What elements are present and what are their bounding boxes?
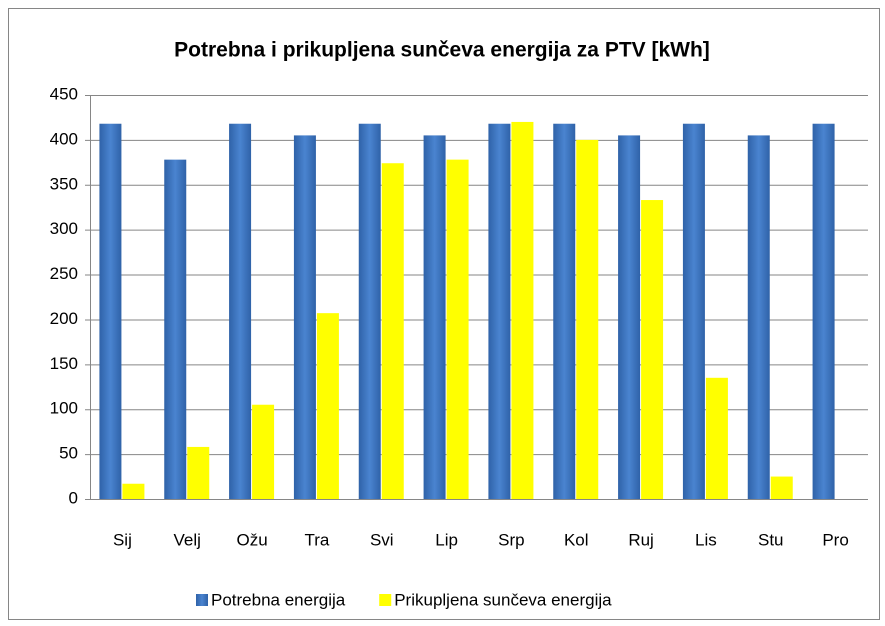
bar bbox=[770, 476, 793, 499]
bar bbox=[381, 163, 404, 499]
bar bbox=[682, 123, 705, 500]
bar bbox=[747, 135, 770, 499]
y-tick-label: 450 bbox=[50, 84, 78, 103]
x-tick-label: Velj bbox=[174, 530, 201, 549]
bar bbox=[576, 139, 599, 499]
y-tick-label: 250 bbox=[50, 264, 78, 283]
y-tick-label: 50 bbox=[59, 444, 78, 463]
bar bbox=[812, 123, 835, 500]
y-tick-label: 300 bbox=[50, 219, 78, 238]
x-tick-label: Srp bbox=[498, 530, 524, 549]
x-tick-label: Svi bbox=[370, 530, 394, 549]
bar bbox=[316, 313, 339, 499]
bar bbox=[705, 377, 728, 499]
x-tick-label: Tra bbox=[304, 530, 329, 549]
x-tick-label: Ožu bbox=[236, 530, 267, 549]
bar bbox=[99, 123, 122, 500]
y-tick-label: 150 bbox=[50, 354, 78, 373]
bar bbox=[618, 135, 641, 499]
bar bbox=[423, 135, 446, 499]
x-tick-label: Pro bbox=[822, 530, 848, 549]
legend-swatch bbox=[379, 594, 392, 606]
bar bbox=[252, 404, 275, 499]
bar bbox=[511, 121, 534, 499]
bar bbox=[446, 159, 469, 499]
bar bbox=[164, 159, 187, 499]
y-tick-label: 400 bbox=[50, 129, 78, 148]
x-tick-label: Lip bbox=[435, 530, 458, 549]
y-tick-label: 0 bbox=[69, 488, 78, 507]
bar bbox=[358, 123, 381, 500]
x-tick-label: Lis bbox=[695, 530, 717, 549]
chart-title: Potrebna i prikupljena sunčeva energija … bbox=[174, 39, 710, 62]
y-tick-label: 100 bbox=[50, 399, 78, 418]
bar bbox=[229, 123, 252, 500]
legend-label: Prikupljena sunčeva energija bbox=[394, 590, 612, 609]
bar bbox=[293, 135, 316, 499]
bar bbox=[122, 483, 145, 499]
bar bbox=[488, 123, 511, 500]
x-tick-label: Kol bbox=[564, 530, 589, 549]
y-tick-label: 200 bbox=[50, 309, 78, 328]
x-tick-label: Stu bbox=[758, 530, 784, 549]
bar bbox=[553, 123, 576, 500]
y-tick-label: 350 bbox=[50, 174, 78, 193]
x-tick-label: Ruj bbox=[628, 530, 654, 549]
x-tick-label: Sij bbox=[113, 530, 132, 549]
legend-swatch bbox=[196, 594, 208, 606]
bar bbox=[187, 446, 210, 499]
bar bbox=[641, 200, 664, 500]
legend-label: Potrebna energija bbox=[211, 590, 346, 609]
